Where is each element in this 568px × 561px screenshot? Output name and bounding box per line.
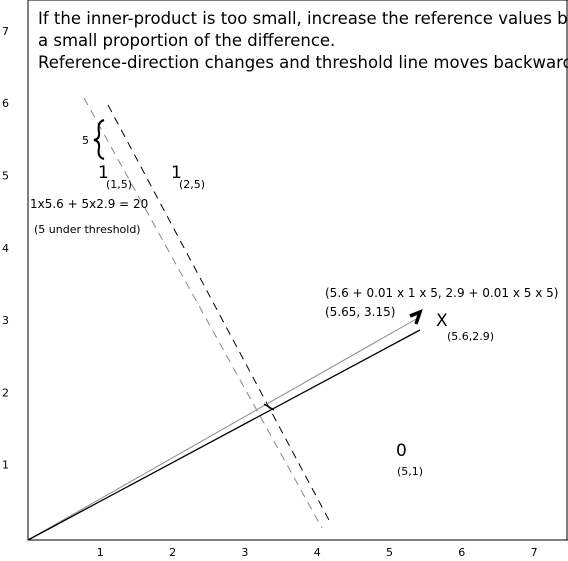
header-line: If the inner-product is too small, incre… (38, 9, 568, 28)
x-tick-label: 1 (97, 546, 104, 557)
y-tick-label: 3 (2, 314, 9, 327)
y-tick-label: 7 (2, 25, 9, 38)
brace (93, 119, 105, 160)
y-tick-label: 4 (2, 242, 9, 255)
point-coords: (1,5) (106, 178, 132, 191)
point-coords: (5,1) (397, 465, 423, 478)
header-line: a small proportion of the difference. (38, 31, 335, 50)
inner-product: 1x5.6 + 5x2.9 = 20 (30, 197, 148, 211)
vector-label: X (436, 311, 448, 331)
brace-label: 5 (82, 134, 89, 147)
x-tick-label: 2 (169, 546, 176, 557)
new-reference-vector (27, 329, 421, 541)
crossing-mark (263, 403, 275, 411)
point-label: 1 (171, 163, 182, 183)
old-threshold-line (83, 97, 323, 529)
point-label: 1 (98, 163, 109, 183)
y-tick-label: 5 (2, 170, 9, 183)
x-tick-label: 6 (458, 546, 465, 557)
point-label: 0 (396, 441, 407, 461)
point-coords: (2,5) (179, 178, 205, 191)
x-tick-label: 4 (314, 546, 321, 557)
old-reference-vector (27, 317, 419, 541)
arrow-head (409, 308, 423, 325)
y-tick-label: 6 (2, 97, 9, 110)
y-tick-label: 2 (2, 386, 9, 399)
vector-coords: (5.6,2.9) (447, 330, 494, 343)
header-line: Reference-direction changes and threshol… (38, 53, 568, 72)
update-formula: (5.6 + 0.01 x 1 x 5, 2.9 + 0.01 x 5 x 5) (325, 286, 558, 300)
y-tick-label: 1 (2, 459, 9, 472)
new-threshold-line (107, 104, 331, 523)
under-threshold: (5 under threshold) (34, 223, 141, 236)
x-tick-label: 5 (386, 546, 393, 557)
x-tick-label: 3 (241, 546, 248, 557)
x-tick-label: 7 (531, 546, 538, 557)
update-result: (5.65, 3.15) (325, 305, 395, 319)
